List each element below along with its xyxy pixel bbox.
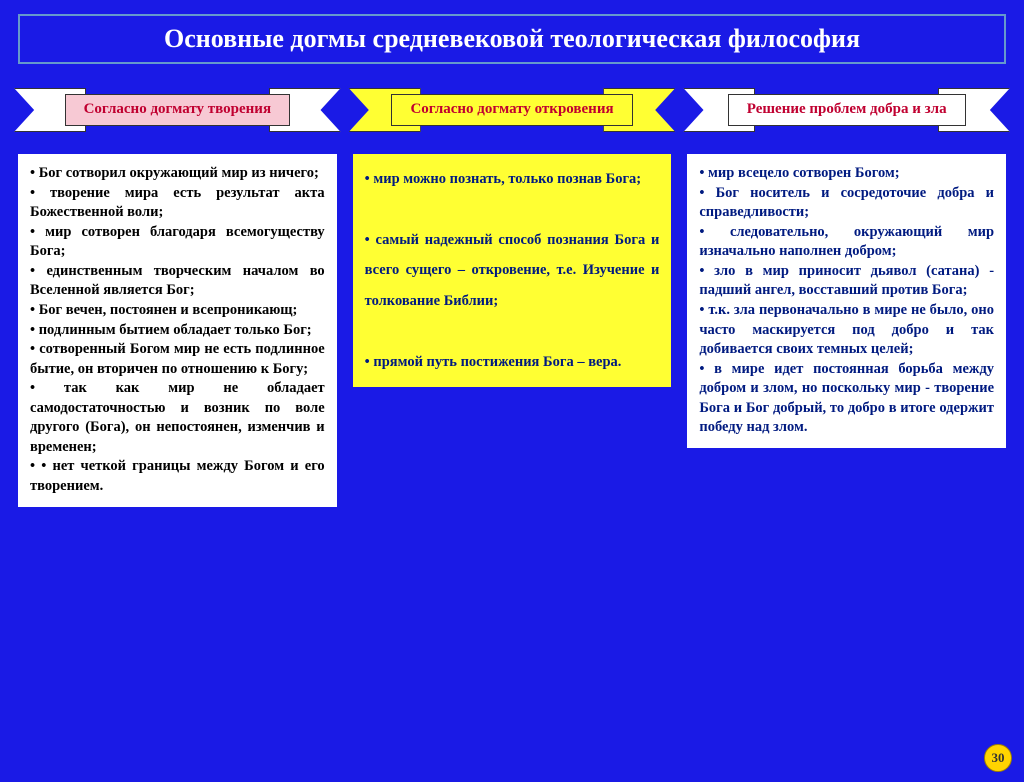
list-item: Бог вечен, постоянен и всепроникающ; [30,301,325,321]
banner-revelation: Согласно догмату откровения [391,94,632,125]
list-item: мир всецело сотворен Богом; [699,164,994,184]
list-item: самый надежный способ познания Бога и вс… [365,225,660,316]
banner-wrap-1: Согласно догмату творения [18,74,337,146]
banner-creation: Согласно догмату творения [65,94,290,125]
banner-good-evil: Решение проблем добра и зла [728,94,966,125]
column-good-evil: Решение проблем добра и зла мир всецело … [687,74,1006,507]
column-revelation: Согласно догмату откровения мир можно по… [353,74,672,507]
spacer [365,194,660,224]
list-item: в мире идет постоянная борьба между добр… [699,360,994,438]
column-creation: Согласно догмату творения Бог сотворил о… [18,74,337,507]
list-item: прямой путь постижения Бога – вера. [365,347,660,377]
page-title: Основные догмы средневековой теологическ… [18,14,1006,64]
columns-row: Согласно догмату творения Бог сотворил о… [0,74,1024,507]
list-item: зло в мир приносит дьявол (сатана) - пад… [699,262,994,301]
list-item: Бог сотворил окружающий мир из ничего; [30,164,325,184]
list-item: • нет четкой границы между Богом и его т… [30,457,325,496]
banner-wrap-3: Решение проблем добра и зла [687,74,1006,146]
content-creation: Бог сотворил окружающий мир из ничего; т… [18,154,337,507]
banner-wrap-2: Согласно догмату откровения [353,74,672,146]
list-item: т.к. зла первоначально в мире не было, о… [699,301,994,360]
list-item: Бог носитель и сосредоточие добра и спра… [699,184,994,223]
list-item: творение мира есть результат акта Божест… [30,184,325,223]
list-item: единственным творческим началом во Вселе… [30,262,325,301]
content-good-evil: мир всецело сотворен Богом; Бог носитель… [687,154,1006,448]
spacer [365,316,660,346]
list-item: так как мир не обладает самодостаточност… [30,379,325,457]
content-revelation: мир можно познать, только познав Бога; с… [353,154,672,387]
list-item: подлинным бытием обладает только Бог; [30,321,325,341]
list-item: мир сотворен благодаря всемогуществу Бог… [30,223,325,262]
list-item: следовательно, окружающий мир изначально… [699,223,994,262]
list-item: мир можно познать, только познав Бога; [365,164,660,194]
list-item: сотворенный Богом мир не есть подлинное … [30,340,325,379]
